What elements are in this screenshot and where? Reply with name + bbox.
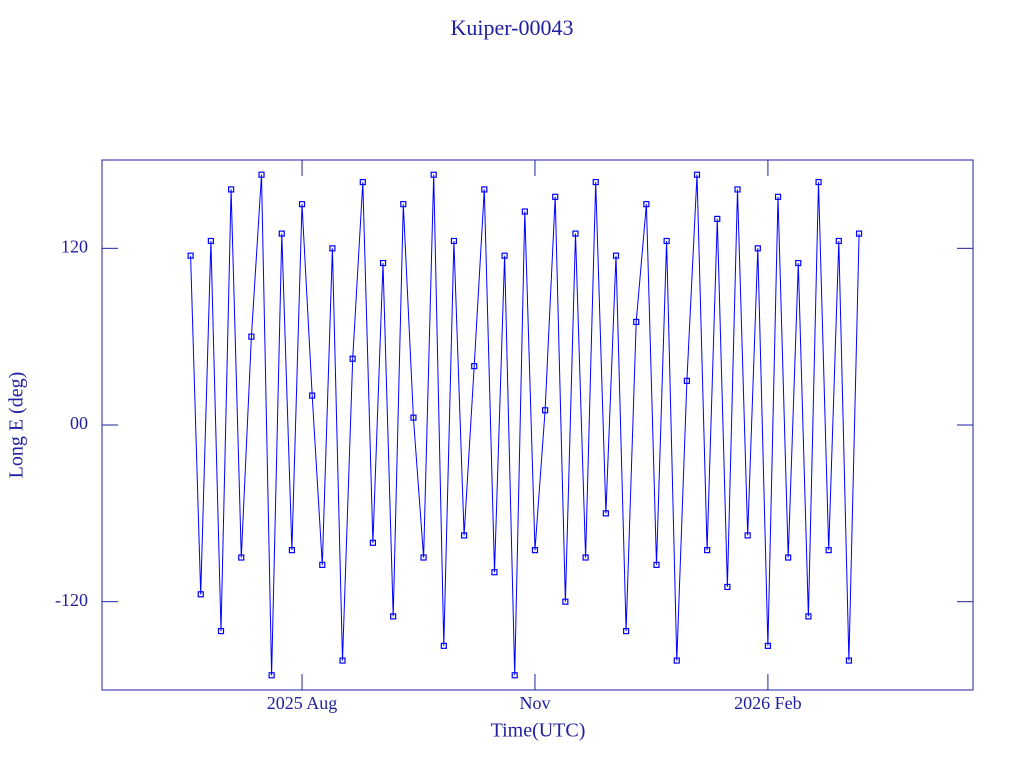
data-point — [693, 171, 701, 178]
data-point — [734, 186, 741, 193]
data-point — [683, 377, 690, 384]
data-point — [460, 532, 468, 539]
data-point — [309, 392, 316, 399]
data-point — [379, 259, 387, 267]
data-point — [217, 628, 225, 635]
data-point — [805, 613, 812, 620]
data-point — [845, 657, 853, 664]
x-tick-label: 2026 Feb — [734, 693, 802, 713]
data-point — [329, 245, 336, 252]
data-point — [562, 598, 569, 605]
data-point — [704, 547, 711, 554]
data-point — [410, 414, 417, 421]
data-point — [673, 657, 680, 664]
data-point — [724, 583, 731, 591]
data-point — [754, 245, 761, 252]
data-point — [440, 642, 447, 649]
x-tick-label: Nov — [519, 693, 550, 713]
data-point — [258, 171, 265, 178]
data-point — [592, 178, 599, 186]
data-point — [612, 252, 620, 259]
y-axis-label: Long E (deg) — [6, 372, 28, 479]
data-point — [521, 208, 528, 215]
data-point — [420, 554, 427, 561]
data-point — [774, 193, 782, 200]
data-point — [572, 230, 579, 237]
data-point — [238, 554, 245, 561]
data-point — [228, 186, 235, 193]
chart-title: Kuiper-00043 — [451, 15, 574, 40]
data-point — [390, 613, 397, 620]
data-point — [187, 252, 194, 259]
data-point — [349, 355, 356, 362]
data-point — [541, 407, 549, 414]
data-point — [835, 237, 842, 245]
data-point — [471, 363, 478, 370]
data-line — [190, 174, 860, 676]
data-point — [319, 561, 326, 568]
y-tick-label: -120 — [55, 590, 88, 610]
data-point — [369, 539, 377, 546]
data-point — [278, 230, 285, 237]
y-tick-label: 120 — [61, 236, 88, 256]
data-point — [764, 642, 772, 649]
data-point — [298, 201, 306, 208]
data-point — [815, 178, 822, 186]
data-point — [825, 547, 832, 554]
data-point — [855, 230, 863, 237]
data-point — [744, 532, 751, 539]
data-point — [714, 215, 721, 222]
data-point — [491, 569, 498, 576]
data-point — [430, 171, 437, 178]
data-point — [501, 252, 508, 259]
data-point — [359, 178, 366, 186]
data-point — [552, 193, 559, 200]
data-point — [531, 547, 539, 554]
data-point — [248, 333, 255, 340]
x-tick-label: 2025 Aug — [267, 693, 338, 713]
data-point — [197, 591, 204, 598]
data-point — [602, 510, 609, 517]
data-point — [400, 201, 407, 208]
data-point — [511, 672, 518, 679]
data-point — [268, 672, 275, 679]
y-tick-label: 00 — [70, 413, 88, 433]
data-point — [207, 237, 214, 245]
data-point — [288, 547, 295, 554]
data-point — [582, 554, 589, 561]
data-point — [623, 628, 630, 635]
x-axis-label: Time(UTC) — [491, 720, 586, 742]
data-point — [795, 259, 802, 267]
data-point — [633, 318, 640, 326]
data-point — [450, 237, 458, 245]
data-point — [643, 201, 650, 208]
data-point — [653, 561, 660, 568]
data-point — [481, 186, 488, 193]
data-point — [339, 657, 346, 664]
data-point — [663, 237, 670, 245]
data-point — [785, 554, 792, 561]
